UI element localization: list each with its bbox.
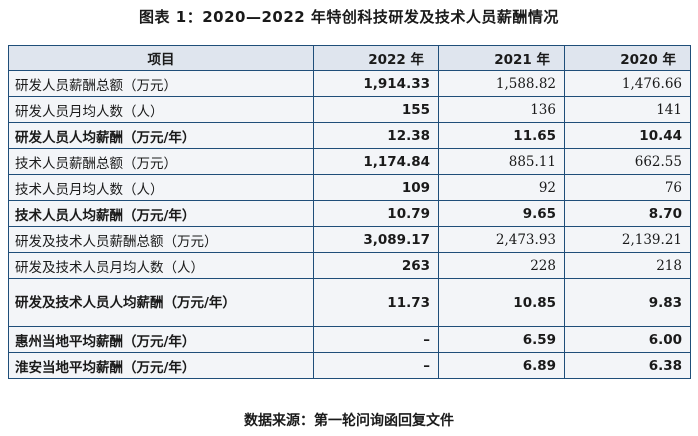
header-2020: 2020 年 <box>564 45 691 71</box>
cell-2021: 11.65 <box>438 122 565 149</box>
cell-2021: 885.11 <box>438 148 565 175</box>
cell-2022: – <box>313 326 439 353</box>
table-row: 惠州当地平均薪酬（万元/年） –6.59 6.00 <box>8 326 691 353</box>
cell-2021: 6.89 <box>438 352 565 379</box>
cell-2022: 10.79 <box>313 200 439 227</box>
table-row: 技术人员薪酬总额（万元） 1,174.84 885.11 662.55 <box>8 148 691 175</box>
cell-2021: 9.65 <box>438 200 565 227</box>
cell-2020: 1,476.66 <box>564 70 691 97</box>
cell-2020: 8.70 <box>564 200 691 227</box>
table-row: 研发及技术人员人均薪酬（万元/年） 11.73 10.85 9.83 <box>8 278 691 327</box>
table-row: 研发及技术人员薪酬总额（万元） 3,089.17 2,473.93 2,139.21 <box>8 226 691 253</box>
cell-2021: 10.85 <box>438 278 565 327</box>
row-label: 研发人员月均人数（人） <box>8 96 314 123</box>
cell-2021: 2,473.93 <box>438 226 565 253</box>
cell-2022: 1,174.84 <box>313 148 439 175</box>
cell-2022: 11.73 <box>313 278 439 327</box>
table-row: 技术人员月均人数（人） 109 92 76 <box>8 174 691 201</box>
cell-2020: 10.44 <box>564 122 691 149</box>
cell-2022: – <box>313 352 439 379</box>
row-label: 研发及技术人员月均人数（人） <box>8 252 314 279</box>
row-label: 研发及技术人员人均薪酬（万元/年） <box>8 278 314 327</box>
cell-2022: 3,089.17 <box>313 226 439 253</box>
cell-2021: 1,588.82 <box>438 70 565 97</box>
table-body: 研发人员薪酬总额（万元） 1,914.33 1,588.82 1,476.66 研发人员… <box>8 70 691 379</box>
table-row: 技术人员人均薪酬（万元/年） 10.79 9.65 8.70 <box>8 200 691 227</box>
cell-2021: 92 <box>438 174 565 201</box>
cell-2020: 662.55 <box>564 148 691 175</box>
row-label: 研发及技术人员薪酬总额（万元） <box>8 226 314 253</box>
header-2022: 2022 年 <box>313 45 439 71</box>
cell-2020: 76 <box>564 174 691 201</box>
salary-table: 项目 2022 年 2021 年 2020 年 研发人员薪酬总额（万元） 1,91… <box>8 45 691 379</box>
table-row: 研发人员薪酬总额（万元） 1,914.33 1,588.82 1,476.66 <box>8 70 691 97</box>
table-row: 研发人员人均薪酬（万元/年） 12.38 11.65 10.44 <box>8 122 691 149</box>
row-label: 研发人员人均薪酬（万元/年） <box>8 122 314 149</box>
cell-2022: 1,914.33 <box>313 70 439 97</box>
cell-2021: 136 <box>438 96 565 123</box>
header-row: 项目 2022 年 2021 年 2020 年 <box>8 45 691 71</box>
row-label: 研发人员薪酬总额（万元） <box>8 70 314 97</box>
cell-2022: 109 <box>313 174 439 201</box>
header-2021: 2021 年 <box>438 45 565 71</box>
cell-2021: 228 <box>438 252 565 279</box>
table-title: 图表 1：2020—2022 年特创科技研发及技术人员薪酬情况 <box>139 8 559 26</box>
cell-2020: 6.00 <box>564 326 691 353</box>
table-row: 研发及技术人员月均人数（人） 263 228 218 <box>8 252 691 279</box>
table-row: 淮安当地平均薪酬（万元/年） –6.89 6.38 <box>8 352 691 379</box>
cell-2020: 2,139.21 <box>564 226 691 253</box>
header-item: 项目 <box>8 45 314 71</box>
cell-2022: 155 <box>313 96 439 123</box>
row-label: 惠州当地平均薪酬（万元/年） <box>8 326 314 353</box>
cell-2020: 9.83 <box>564 278 691 327</box>
cell-2022: 263 <box>313 252 439 279</box>
row-label: 技术人员月均人数（人） <box>8 174 314 201</box>
row-label: 淮安当地平均薪酬（万元/年） <box>8 352 314 379</box>
table-row: 研发人员月均人数（人） 155 136 141 <box>8 96 691 123</box>
cell-2020: 141 <box>564 96 691 123</box>
cell-2021: 6.59 <box>438 326 565 353</box>
row-label: 技术人员薪酬总额（万元） <box>8 148 314 175</box>
cell-2022: 12.38 <box>313 122 439 149</box>
source-note: 数据来源：第一轮问询函回复文件 <box>244 413 454 429</box>
cell-2020: 6.38 <box>564 352 691 379</box>
cell-2020: 218 <box>564 252 691 279</box>
row-label: 技术人员人均薪酬（万元/年） <box>8 200 314 227</box>
